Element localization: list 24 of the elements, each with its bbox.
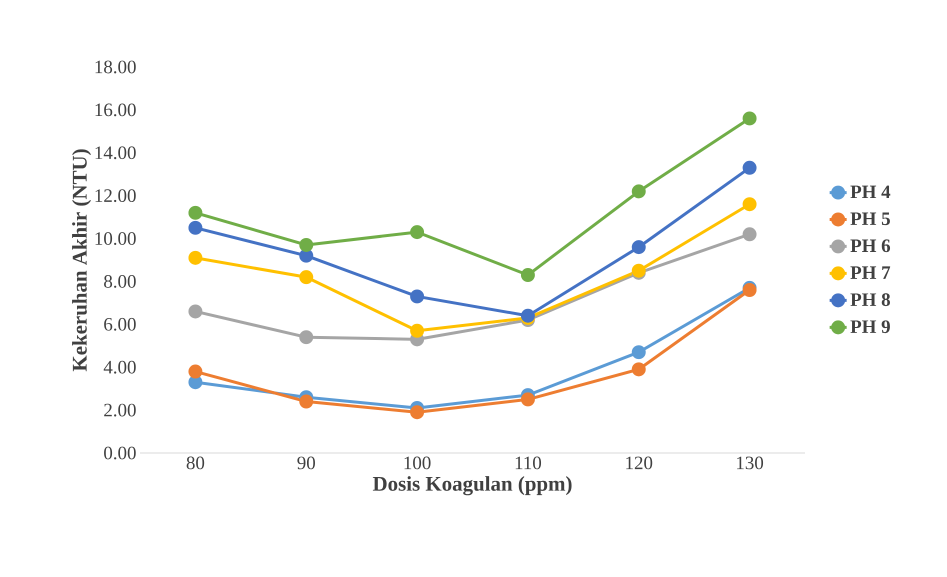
y-tick-label: 2.00 xyxy=(104,404,136,417)
legend-label: PH 6 xyxy=(850,239,890,252)
legend-label: PH 5 xyxy=(850,212,890,226)
y-tick-label: 16.00 xyxy=(96,103,136,116)
y-tick-label: 8.00 xyxy=(104,275,136,288)
y-tick-label: 0.00 xyxy=(104,446,136,460)
legend-label: PH 4 xyxy=(850,186,890,198)
x-tick-label: 110 xyxy=(516,456,542,470)
y-tick-label: 10.00 xyxy=(96,232,136,245)
y-tick-label: 14.00 xyxy=(96,146,136,160)
legend-label: PH 9 xyxy=(850,320,890,334)
y-tick-label: 4.00 xyxy=(104,360,136,374)
y-tick-label: 18.00 xyxy=(96,60,136,74)
x-tick-label: 80 xyxy=(186,456,204,470)
y-tick-label: 12.00 xyxy=(96,189,136,202)
x-tick-label: 90 xyxy=(297,456,315,470)
legend-label: PH 7 xyxy=(850,266,890,279)
y-tick-label: 6.00 xyxy=(104,318,136,331)
y-axis-title: Kekeruhan Akhir (NTU) xyxy=(72,149,92,372)
x-tick-label: 120 xyxy=(626,456,652,470)
legend-label: PH 8 xyxy=(850,293,890,306)
x-axis-title: Dosis Koagulan (ppm) xyxy=(372,476,572,496)
x-tick-label: 130 xyxy=(737,456,764,470)
x-tick-label: 100 xyxy=(404,456,431,470)
